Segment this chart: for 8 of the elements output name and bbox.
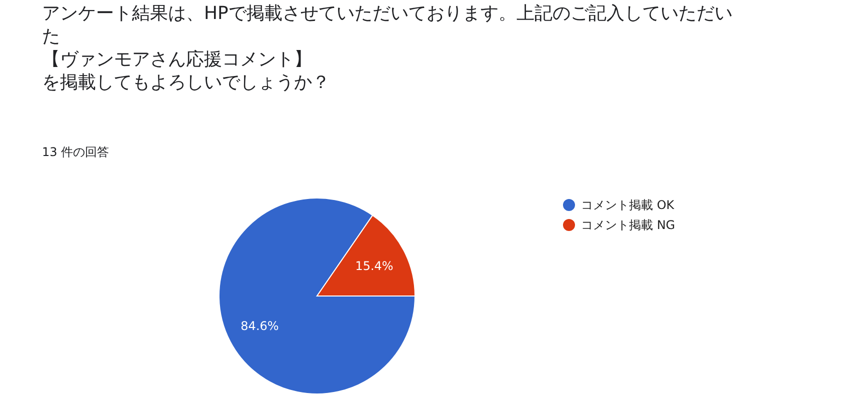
legend-label: コメント掲載 NG [581,218,676,232]
chart-title: アンケート結果は、HPで掲載させていただいております。上記のご記入していただいた [42,2,734,48]
text: を掲載してもよろしいでしょうか？ [42,71,331,94]
legend-label: コメント掲載 OK [581,198,676,212]
data-label: 15.4% [355,258,394,273]
text: 【ヴァンモアさん応援コメント】 [42,48,313,71]
text: 13 件の回答 [42,144,110,161]
data-label: 84.6% [240,319,279,334]
